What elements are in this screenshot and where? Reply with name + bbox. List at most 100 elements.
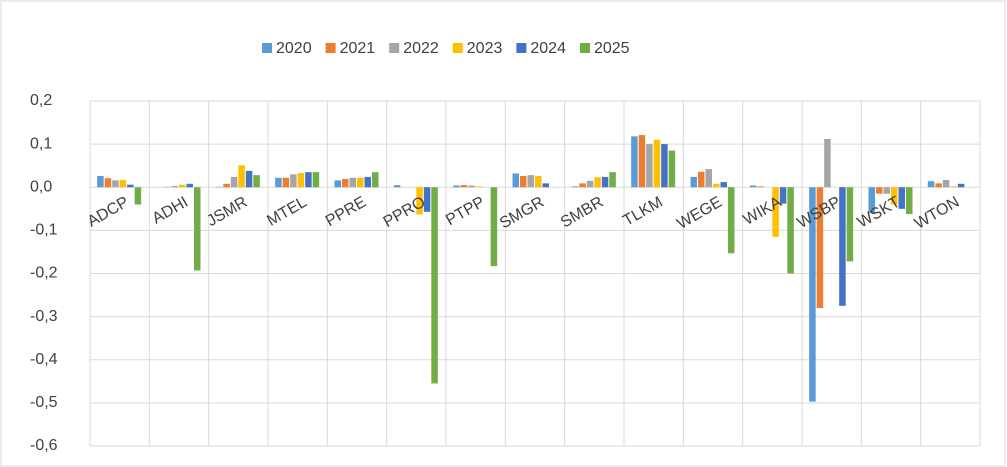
bar xyxy=(490,187,498,267)
bar xyxy=(586,180,594,188)
bar xyxy=(238,165,245,188)
bar xyxy=(112,180,119,188)
bar xyxy=(364,176,371,188)
bar xyxy=(97,176,104,188)
legend-label: 2024 xyxy=(530,40,566,57)
bar xyxy=(312,172,320,188)
bar xyxy=(809,187,816,402)
bar xyxy=(772,187,779,237)
bar xyxy=(468,185,475,188)
bar xyxy=(942,179,950,188)
bar xyxy=(357,177,364,188)
bar xyxy=(453,185,460,188)
y-tick-label: -0,6 xyxy=(30,437,58,454)
bar xyxy=(349,177,356,188)
y-tick-label: -0,4 xyxy=(30,351,58,368)
bar xyxy=(179,184,186,188)
bar xyxy=(779,187,787,204)
bar xyxy=(906,187,913,214)
bar xyxy=(824,138,831,188)
bar xyxy=(631,136,638,188)
bar xyxy=(883,187,890,194)
y-tick-label: 0,1 xyxy=(30,135,52,152)
bar xyxy=(646,144,653,188)
bar xyxy=(527,175,534,188)
bar xyxy=(601,176,609,188)
legend-swatch xyxy=(262,43,272,53)
bar xyxy=(698,171,705,188)
bar xyxy=(705,169,712,188)
bar xyxy=(342,179,349,188)
bar xyxy=(638,135,646,188)
legend-label: 2025 xyxy=(594,40,630,57)
legend-swatch xyxy=(516,43,527,53)
bar xyxy=(957,183,965,188)
bar xyxy=(594,177,601,188)
bar xyxy=(535,176,542,188)
bar xyxy=(297,173,305,188)
bar xyxy=(223,183,230,188)
bar xyxy=(416,187,423,215)
legend-label: 2022 xyxy=(403,40,439,57)
bar xyxy=(186,183,193,188)
bar xyxy=(876,187,883,194)
y-tick-label: 0,0 xyxy=(30,178,52,195)
bar xyxy=(579,183,586,188)
bar xyxy=(119,179,127,188)
bar xyxy=(245,170,253,188)
legend-label: 2023 xyxy=(467,40,503,57)
bar xyxy=(668,150,676,188)
bar xyxy=(230,176,238,188)
bar xyxy=(512,173,519,188)
bar xyxy=(935,183,942,188)
bar xyxy=(728,187,735,254)
bar xyxy=(282,177,290,188)
legend-label: 2021 xyxy=(340,40,376,57)
bar xyxy=(423,187,431,212)
bar xyxy=(104,178,112,188)
y-tick-label: -0,3 xyxy=(30,308,58,325)
bar xyxy=(787,187,794,274)
legend-swatch xyxy=(579,43,590,53)
bar xyxy=(475,186,483,188)
bar xyxy=(275,177,282,188)
bar xyxy=(127,184,134,188)
bar xyxy=(460,185,468,188)
bar xyxy=(816,187,824,308)
bar xyxy=(334,180,341,188)
bar xyxy=(839,187,846,306)
bar xyxy=(372,172,379,188)
legend-swatch xyxy=(452,43,463,53)
bar xyxy=(720,182,727,188)
bar xyxy=(134,187,142,205)
bar xyxy=(520,176,527,188)
bar xyxy=(950,186,957,188)
y-tick-label: -0,5 xyxy=(30,394,58,411)
bar xyxy=(661,144,668,188)
bar xyxy=(171,185,178,188)
bar xyxy=(194,187,201,271)
bar xyxy=(757,186,764,188)
bar xyxy=(571,186,579,188)
y-tick-label: -0,2 xyxy=(30,265,58,282)
bar xyxy=(749,185,757,188)
bar xyxy=(891,187,898,205)
bar xyxy=(690,176,697,188)
bar xyxy=(927,181,935,188)
legend-swatch xyxy=(325,43,336,53)
bar xyxy=(431,187,438,384)
bar xyxy=(713,183,720,188)
legend-swatch xyxy=(389,43,400,53)
bar xyxy=(653,139,661,188)
bar xyxy=(898,187,905,209)
bar xyxy=(542,183,549,188)
bar xyxy=(253,175,260,188)
y-tick-label: 0,2 xyxy=(30,92,52,109)
bar xyxy=(868,187,875,214)
bar xyxy=(290,174,297,188)
bar xyxy=(846,187,854,262)
bar xyxy=(609,172,616,188)
legend-label: 2020 xyxy=(276,40,312,57)
y-tick-label: -0,1 xyxy=(30,222,58,239)
